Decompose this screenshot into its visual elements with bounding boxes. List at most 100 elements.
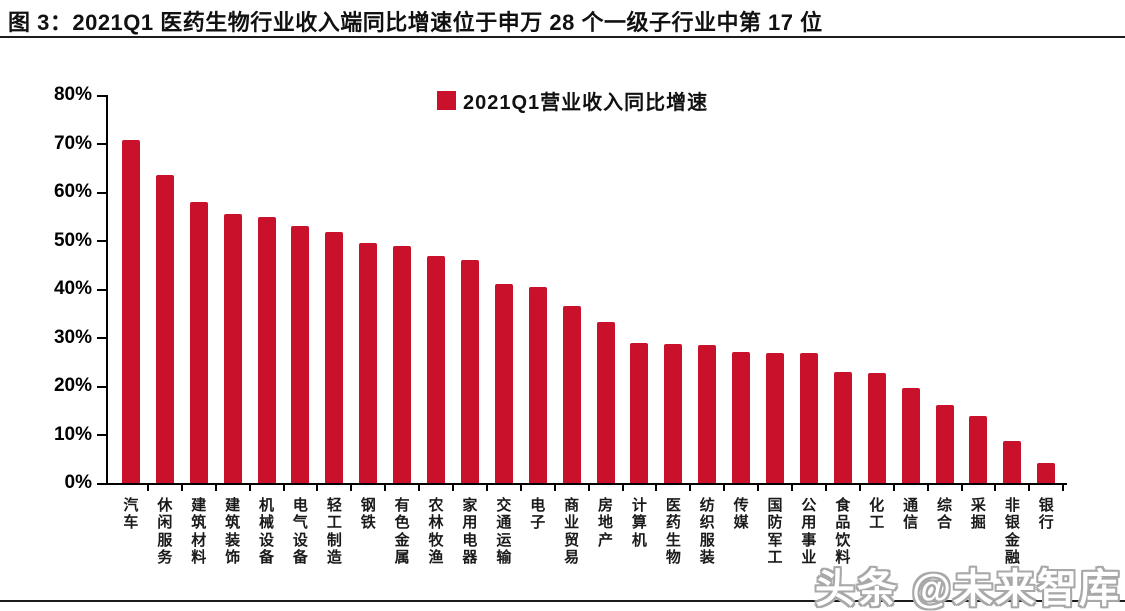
x-axis-label-通信: 通信 (903, 497, 919, 532)
y-axis-tick (97, 288, 106, 291)
bar-汽车 (121, 139, 140, 483)
bar-机械设备 (257, 217, 276, 483)
bar-房地产 (596, 321, 615, 483)
bottom-divider (0, 600, 1125, 602)
x-axis-tick (350, 485, 353, 491)
x-axis-tick (689, 485, 692, 491)
x-axis-tick (316, 485, 319, 491)
x-axis-tick (384, 485, 387, 491)
y-axis-label: 40% (53, 278, 92, 299)
x-axis-tick (587, 485, 590, 491)
y-axis-label: 70% (53, 132, 92, 154)
y-axis-tick (97, 482, 106, 485)
x-axis-label-商业贸易: 商业贸易 (564, 497, 580, 566)
x-axis-tick (655, 485, 658, 491)
bar-医药生物 (664, 344, 683, 483)
bar-非银金融 (1003, 441, 1022, 483)
x-axis-label-有色金属: 有色金属 (394, 497, 410, 566)
chart-legend: 2021Q1营业收入同比增速 (437, 86, 708, 115)
x-axis-tick (485, 485, 488, 491)
bar-轻工制造 (325, 232, 344, 483)
bar-化工 (867, 373, 886, 483)
x-axis-tick (214, 485, 217, 491)
x-axis-tick (791, 485, 793, 491)
x-axis-label-电子: 电子 (530, 497, 546, 532)
bar-电子 (528, 287, 547, 483)
bar-农林牧渔 (427, 255, 446, 483)
bar-商业贸易 (562, 305, 581, 483)
bar-银行 (1037, 462, 1056, 483)
figure-title: 图 3：2021Q1 医药生物行业收入端同比增速位于申万 28 个一级子行业中第… (8, 10, 823, 35)
bar-国防军工 (766, 352, 785, 483)
y-axis-label: 10% (53, 423, 92, 445)
x-axis-tick (994, 485, 997, 491)
x-axis-tick (418, 485, 421, 491)
x-axis-label-综合: 综合 (937, 497, 953, 532)
bar-公用事业 (799, 353, 818, 483)
x-axis-label-休闲服务: 休闲服务 (157, 497, 173, 566)
x-axis-tick (757, 485, 760, 491)
x-axis-label-国防军工: 国防军工 (767, 497, 783, 566)
legend-label: 2021Q1营业收入同比增速 (463, 92, 709, 114)
x-axis-label-食品饮料: 食品饮料 (835, 497, 851, 566)
bar-纺织服装 (698, 345, 717, 483)
x-axis-tick (1028, 485, 1031, 491)
bar-计算机 (630, 342, 649, 483)
x-axis-tick (146, 485, 149, 491)
bar-交通运输 (494, 283, 513, 483)
x-axis-tick (723, 485, 726, 491)
x-axis-label-传媒: 传媒 (733, 497, 749, 532)
x-axis-label-钢铁: 钢铁 (360, 497, 376, 532)
y-axis-tick (97, 385, 106, 388)
x-axis-tick (248, 485, 251, 491)
x-axis-label-农林牧渔: 农林牧渔 (428, 497, 444, 566)
y-axis-label: 60% (53, 181, 92, 202)
y-axis-tick (97, 191, 106, 194)
x-axis-label-计算机: 计算机 (631, 497, 647, 549)
x-axis-line (106, 483, 1067, 485)
x-axis-tick (1062, 485, 1065, 491)
bar-家用电器 (460, 259, 479, 483)
x-axis-label-交通运输: 交通运输 (496, 497, 512, 566)
x-axis-label-房地产: 房地产 (598, 497, 614, 549)
x-axis-tick (858, 485, 861, 491)
y-axis-line (106, 95, 108, 485)
watermark: 头条 @未来智库 (814, 567, 1121, 611)
x-axis-label-建筑装饰: 建筑装饰 (225, 497, 241, 566)
y-axis-tick (97, 143, 106, 145)
bar-综合 (935, 404, 954, 483)
x-axis-label-公用事业: 公用事业 (801, 497, 817, 566)
x-axis-tick (553, 485, 556, 491)
bar-有色金属 (393, 245, 412, 483)
bar-建筑材料 (189, 201, 208, 483)
x-axis-tick (892, 485, 895, 491)
title-divider (0, 36, 1125, 38)
x-axis-label-纺织服装: 纺织服装 (699, 497, 715, 566)
x-axis-tick (926, 485, 929, 491)
x-axis-label-化工: 化工 (869, 497, 885, 532)
y-axis-label: 0% (64, 472, 92, 493)
x-axis-tick (824, 485, 827, 491)
bar-钢铁 (359, 243, 378, 483)
y-axis-label: 30% (53, 326, 92, 348)
x-axis-label-汽车: 汽车 (123, 497, 139, 532)
x-axis-label-家用电器: 家用电器 (462, 497, 478, 566)
bar-建筑装饰 (223, 214, 242, 483)
x-axis-label-医药生物: 医药生物 (665, 497, 681, 566)
legend-swatch (437, 91, 456, 110)
y-axis-tick (97, 434, 106, 436)
x-axis-label-电气设备: 电气设备 (292, 497, 308, 566)
bar-通信 (901, 387, 920, 483)
y-axis-label: 20% (53, 375, 92, 396)
bar-传媒 (732, 352, 751, 483)
x-axis-tick (282, 485, 285, 491)
bar-电气设备 (291, 226, 310, 483)
y-axis-tick (97, 94, 106, 97)
bar-休闲服务 (155, 175, 174, 483)
x-axis-label-银行: 银行 (1038, 497, 1054, 532)
y-axis-label: 50% (53, 229, 92, 251)
x-axis-tick (180, 485, 183, 491)
x-axis-label-非银金融: 非银金融 (1004, 497, 1020, 566)
x-axis-label-建筑材料: 建筑材料 (191, 497, 207, 566)
